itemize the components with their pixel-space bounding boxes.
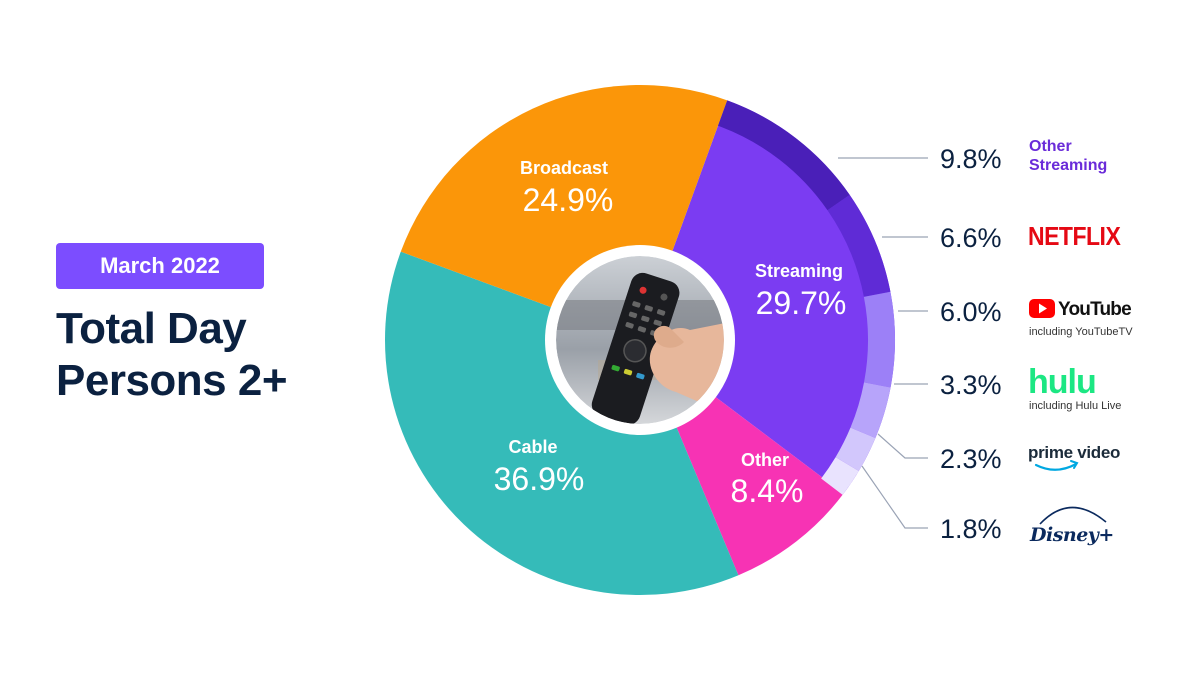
breakdown-youtube: 6.0% YouTube including YouTubeTV (940, 297, 1133, 338)
cable-value: 36.9% (494, 461, 585, 497)
breakdown-netflix: 6.6% NETFLIX (940, 223, 1122, 253)
leader-prime (877, 433, 928, 459)
other-value: 8.4% (731, 473, 804, 509)
other-streaming-value: 9.8% (940, 144, 1002, 174)
breakdown-other-streaming: 9.8% Other Streaming (940, 138, 1107, 174)
streaming-value: 29.7% (756, 285, 847, 321)
hulu-sub: including Hulu Live (1029, 400, 1121, 412)
title-line-2: Persons 2+ (56, 356, 288, 405)
ring-hulu (850, 382, 891, 439)
hulu-logo: hulu (1028, 363, 1096, 401)
streaming-label: Streaming 29.7% (755, 261, 846, 321)
other-streaming-name-2: Streaming (1029, 157, 1107, 174)
leader-disney (861, 465, 928, 529)
breakdown-hulu: 3.3% hulu including Hulu Live (940, 363, 1121, 412)
broadcast-name: Broadcast (520, 158, 608, 178)
prime-value: 2.3% (940, 444, 1002, 474)
disney-arc-icon (1039, 506, 1107, 525)
slice-cable (385, 251, 739, 595)
cable-name: Cable (508, 437, 557, 457)
disney-value: 1.8% (940, 514, 1002, 544)
leader-lines (838, 157, 928, 529)
netflix-logo: NETFLIX (1028, 223, 1121, 251)
youtube-sub: including YouTubeTV (1029, 326, 1133, 338)
other-streaming-name-1: Other (1029, 138, 1072, 155)
netflix-value: 6.6% (940, 223, 1002, 253)
prime-logo: prime video (1028, 443, 1120, 462)
breakdown-disney: 1.8% Disney+ (940, 506, 1114, 546)
date-badge: March 2022 (56, 243, 264, 289)
breakdown-prime: 2.3% prime video (940, 443, 1120, 474)
title-line-1: Total Day (56, 304, 247, 353)
disney-logo: Disney+ (1029, 524, 1114, 546)
streaming-name: Streaming (755, 261, 843, 281)
prime-arrow-icon (1070, 460, 1079, 469)
prime-smile-icon (1034, 462, 1078, 471)
hulu-value: 3.3% (940, 370, 1002, 400)
ring-other-streaming (717, 100, 850, 211)
cable-label: Cable 36.9% (494, 437, 585, 497)
center-photo (545, 245, 735, 435)
chart-title: Total Day Persons 2+ (56, 303, 288, 407)
youtube-value: 6.0% (940, 297, 1002, 327)
tv-remote-icon (591, 272, 680, 424)
other-name: Other (741, 450, 789, 470)
ring-youtube (863, 291, 896, 388)
youtube-play-icon (1029, 299, 1055, 318)
broadcast-label: Broadcast 24.9% (520, 158, 613, 218)
ring-netflix (827, 194, 891, 297)
youtube-logo: YouTube (1058, 299, 1131, 320)
broadcast-value: 24.9% (523, 182, 614, 218)
ring-disney- (821, 457, 859, 495)
other-label: Other 8.4% (731, 450, 804, 509)
ring-prime-video (835, 427, 876, 471)
streaming-breakdown-ring (717, 100, 896, 495)
